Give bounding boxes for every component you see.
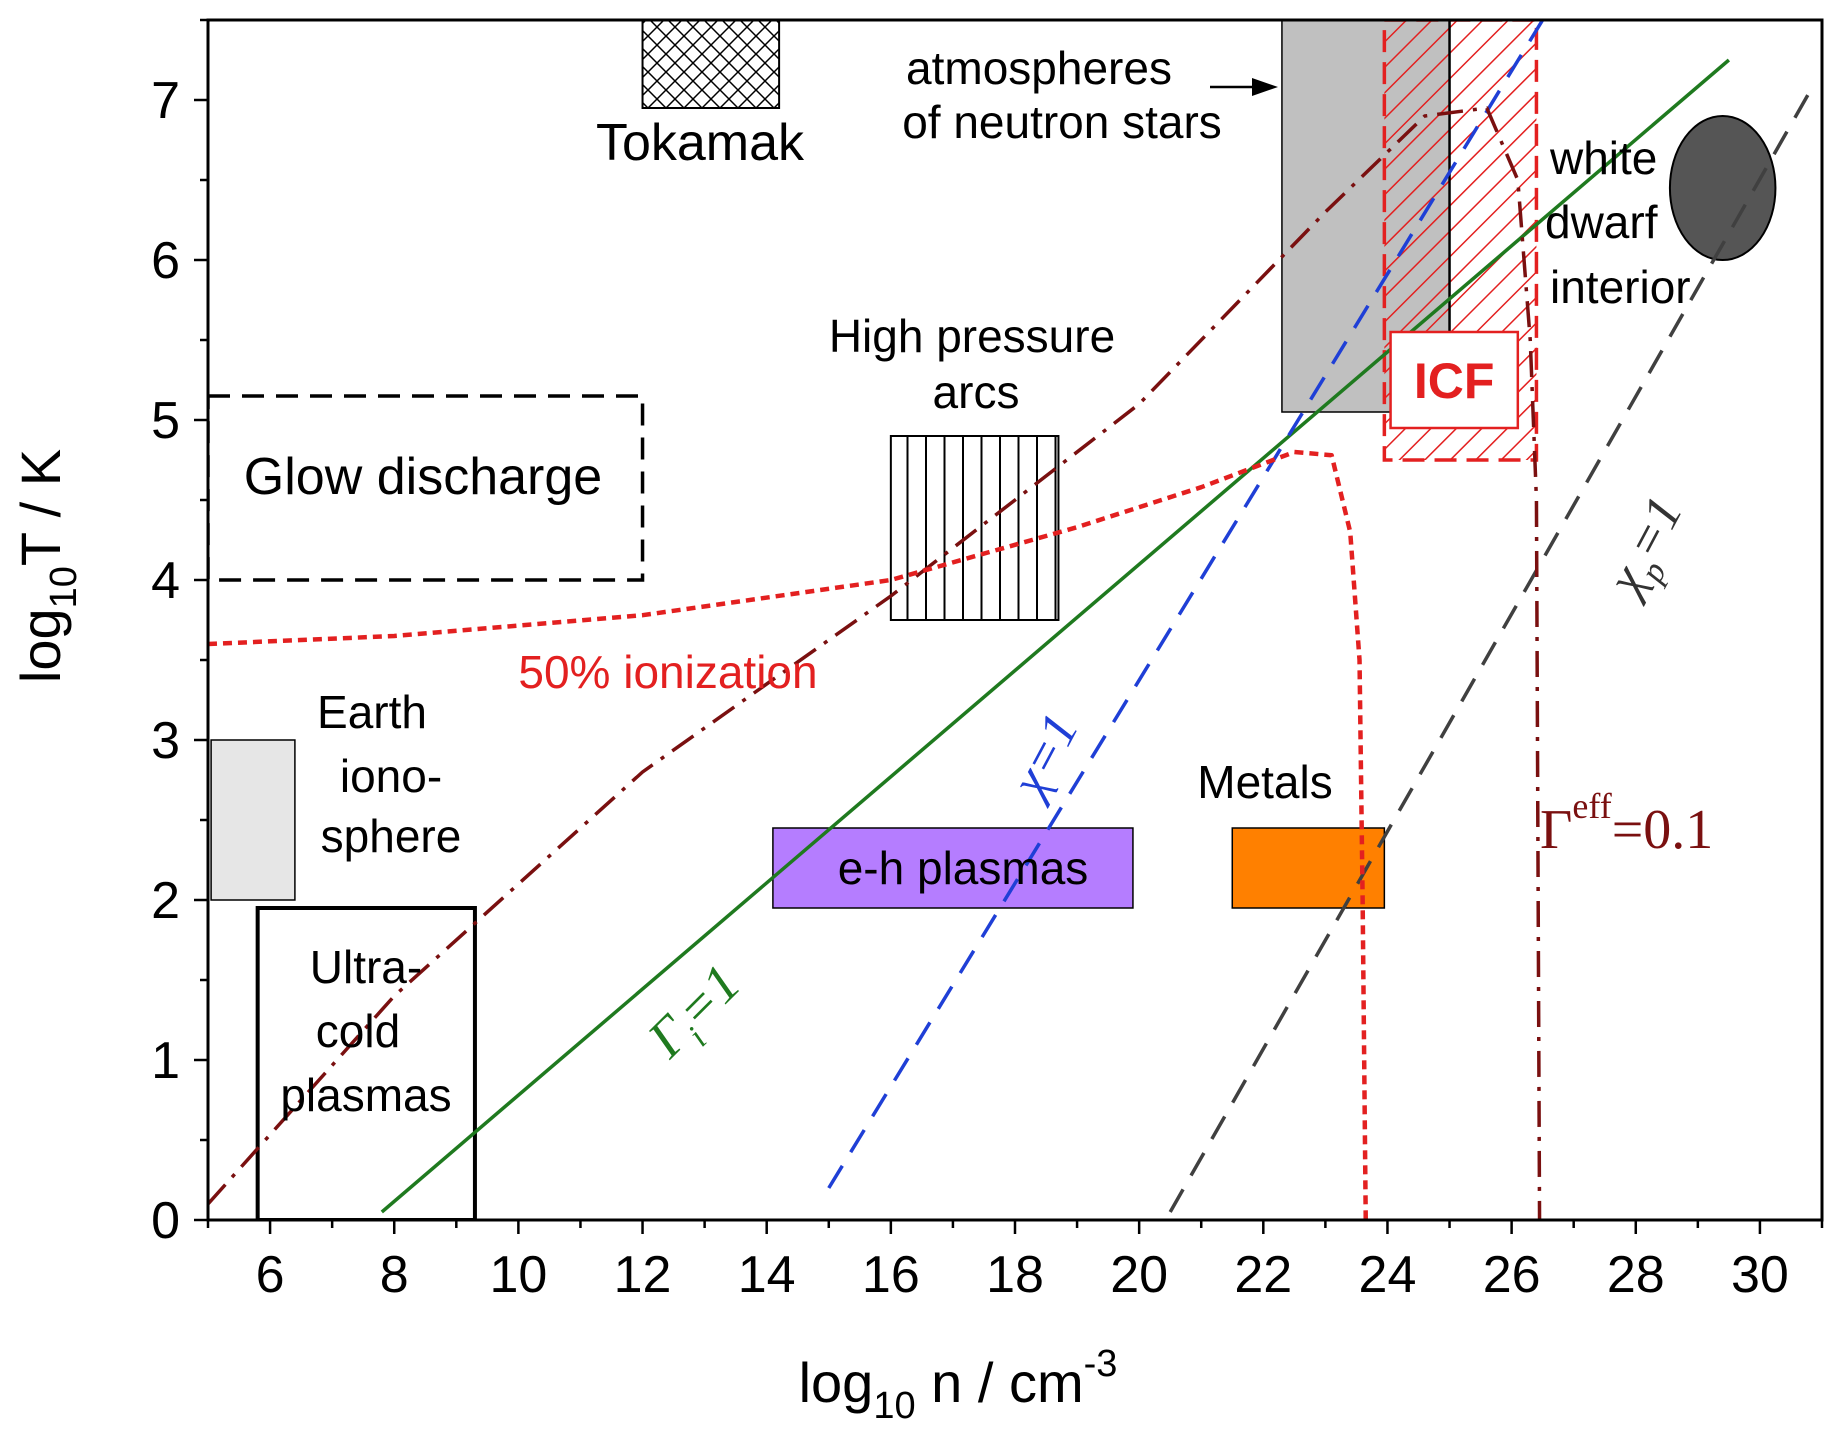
gamma-eff-label: Γeff=0.1 (1540, 786, 1713, 861)
ionization-50-label: 50% ionization (518, 646, 817, 698)
icf-box: ICF (1389, 330, 1520, 430)
lines-layer (208, 20, 1812, 1220)
x-tick-label: 20 (1110, 1246, 1168, 1304)
white-dwarf-interior-region (1668, 115, 1777, 261)
neutron-stars-label-1: atmospheres (906, 42, 1172, 94)
y-tick-label: 2 (151, 872, 180, 930)
ultracold-label-3: plasmas (280, 1069, 451, 1121)
x-tick-label: 8 (380, 1246, 409, 1304)
y-tick-label: 5 (151, 392, 180, 450)
y-tick-label: 6 (151, 232, 180, 290)
neutron-stars-arrow (1210, 78, 1278, 96)
curve-labels: χ=1 Γi=1 χp=1 Γeff=0.1 (635, 488, 1713, 1076)
x-tick-label: 6 (256, 1246, 285, 1304)
tokamak-label: Tokamak (596, 114, 805, 172)
y-axis-label: log10T / K (9, 449, 85, 683)
x-axis-label: log10 n / cm-3 (799, 1343, 1118, 1427)
y-tick-label: 3 (151, 712, 180, 770)
icf-label: ICF (1414, 353, 1495, 409)
ultracold-label-2: cold (316, 1005, 400, 1057)
chi-1-curve (827, 20, 1545, 1189)
y-tick-label: 7 (151, 72, 180, 130)
high-pressure-label-2: arcs (933, 366, 1020, 418)
chi-p-label: χp=1 (1594, 488, 1703, 613)
earth-ionosphere-region (210, 739, 296, 901)
high-pressure-label-1: High pressure (829, 310, 1115, 362)
annotation-labels: Tokamak Glow discharge High pressure arc… (244, 42, 1691, 1121)
x-tick-label: 24 (1359, 1246, 1417, 1304)
y-tick-label: 0 (151, 1192, 180, 1250)
x-tick-label: 16 (862, 1246, 920, 1304)
eh-plasmas-label: e-h plasmas (838, 842, 1089, 894)
white-dwarf-label-3: interior (1550, 261, 1691, 313)
x-tick-label: 26 (1483, 1246, 1541, 1304)
chip-1-curve (1168, 91, 1812, 1213)
metals-label: Metals (1197, 756, 1332, 808)
earth-ionosphere-label-1: Earth (317, 686, 427, 738)
earth-ionosphere-label-3: sphere (321, 810, 462, 862)
y-tick-label: 4 (151, 552, 180, 610)
x-tick-label: 18 (986, 1246, 1044, 1304)
50-ionization-curve (208, 449, 1368, 1220)
earth-ionosphere-label-2: iono- (340, 750, 442, 802)
gamma-i-label: Γi=1 (635, 953, 758, 1076)
x-tick-label: 10 (489, 1246, 547, 1304)
ultra-cold-plasmas-region (255, 906, 477, 1220)
x-tick-label: 30 (1731, 1246, 1789, 1304)
neutron-stars-label-2: of neutron stars (902, 96, 1222, 148)
chi-label: χ=1 (998, 705, 1090, 810)
x-tick-label: 14 (738, 1246, 796, 1304)
glow-discharge-label: Glow discharge (244, 448, 602, 506)
x-tick-label: 28 (1607, 1246, 1665, 1304)
white-dwarf-label-1: white (1549, 132, 1657, 184)
x-tick-label: 22 (1234, 1246, 1292, 1304)
e-h-plasmas-region (772, 827, 1134, 909)
white-dwarf-label-2: dwarf (1545, 196, 1658, 248)
tokamak-region (641, 20, 781, 109)
icf-label-box (1389, 330, 1520, 430)
ultracold-label-1: Ultra- (310, 941, 422, 993)
metals-region (1231, 827, 1386, 909)
high-pressure-arcs-region (889, 435, 1060, 621)
x-tick-label: 12 (614, 1246, 672, 1304)
gammaeff-0-1-curve (208, 106, 1542, 1220)
y-tick-label: 1 (151, 1032, 180, 1090)
gammai-1-curve (380, 58, 1731, 1214)
glow-discharge-region (208, 394, 645, 582)
